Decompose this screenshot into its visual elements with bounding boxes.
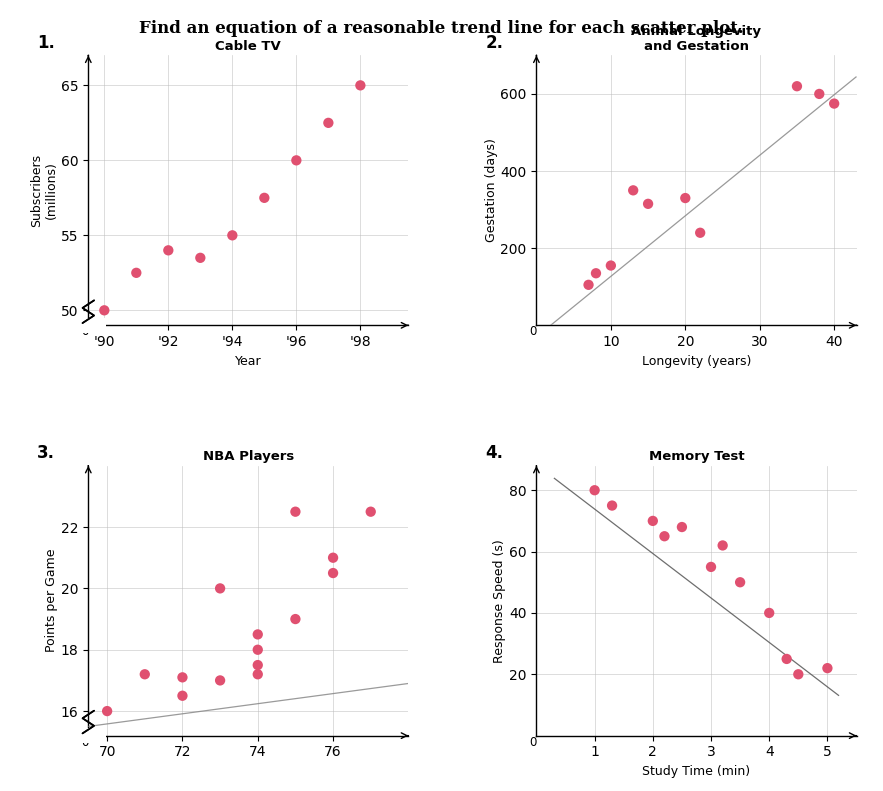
Point	[100, 705, 114, 717]
Point	[645, 515, 660, 528]
Point	[176, 671, 190, 683]
Point	[193, 252, 208, 264]
X-axis label: Study Time (min): Study Time (min)	[643, 765, 751, 778]
Point	[791, 668, 805, 680]
Point	[704, 561, 718, 573]
Bar	[71, 318, 106, 333]
Point	[289, 613, 303, 626]
Point	[587, 484, 601, 497]
X-axis label: Longevity (years): Longevity (years)	[642, 354, 751, 368]
Point	[715, 539, 729, 552]
Point	[812, 88, 826, 100]
Point	[251, 668, 265, 680]
Text: Find an equation of a reasonable trend line for each scatter plot.: Find an equation of a reasonable trend l…	[140, 20, 743, 36]
Point	[827, 97, 841, 110]
Title: Animal Longevity
and Gestation: Animal Longevity and Gestation	[631, 25, 761, 53]
Point	[176, 690, 190, 702]
Point	[138, 668, 152, 680]
X-axis label: Year: Year	[235, 354, 261, 368]
Point	[251, 643, 265, 656]
Text: 0: 0	[81, 325, 88, 339]
Point	[326, 551, 340, 564]
Point	[605, 499, 619, 512]
Text: 0: 0	[529, 325, 536, 339]
Point	[678, 191, 692, 204]
Text: 4.: 4.	[485, 444, 503, 462]
Point	[321, 116, 336, 129]
Text: 0: 0	[529, 736, 536, 748]
Y-axis label: Subscribers
(millions): Subscribers (millions)	[30, 153, 58, 227]
Y-axis label: Response Speed (s): Response Speed (s)	[494, 539, 506, 663]
Point	[780, 653, 794, 665]
Point	[129, 267, 143, 279]
Point	[657, 530, 671, 543]
Point	[675, 520, 689, 533]
Title: Memory Test: Memory Test	[649, 450, 744, 463]
Point	[733, 576, 747, 589]
Bar	[71, 728, 106, 744]
Point	[290, 154, 304, 167]
Point	[326, 566, 340, 579]
Point	[213, 582, 227, 595]
Point	[353, 79, 367, 92]
Y-axis label: Points per Game: Points per Game	[45, 549, 58, 653]
Point	[790, 80, 804, 93]
Point	[251, 628, 265, 641]
Point	[693, 226, 707, 239]
Y-axis label: Gestation (days): Gestation (days)	[485, 138, 497, 242]
Point	[289, 505, 303, 518]
Point	[762, 607, 776, 619]
Title: Cable TV: Cable TV	[215, 40, 281, 53]
Point	[257, 191, 271, 204]
Point	[582, 278, 596, 291]
Point	[604, 259, 618, 272]
Text: 2.: 2.	[485, 34, 503, 51]
Point	[251, 659, 265, 672]
Text: 0: 0	[81, 736, 88, 748]
Point	[213, 674, 227, 687]
Point	[820, 662, 834, 675]
Point	[162, 244, 176, 256]
Point	[641, 198, 655, 210]
Point	[589, 267, 603, 279]
Point	[364, 505, 378, 518]
Title: NBA Players: NBA Players	[203, 450, 294, 463]
Point	[97, 304, 111, 316]
Point	[225, 229, 239, 242]
Text: 3.: 3.	[37, 444, 55, 462]
Point	[626, 184, 640, 197]
Text: 1.: 1.	[37, 34, 55, 51]
